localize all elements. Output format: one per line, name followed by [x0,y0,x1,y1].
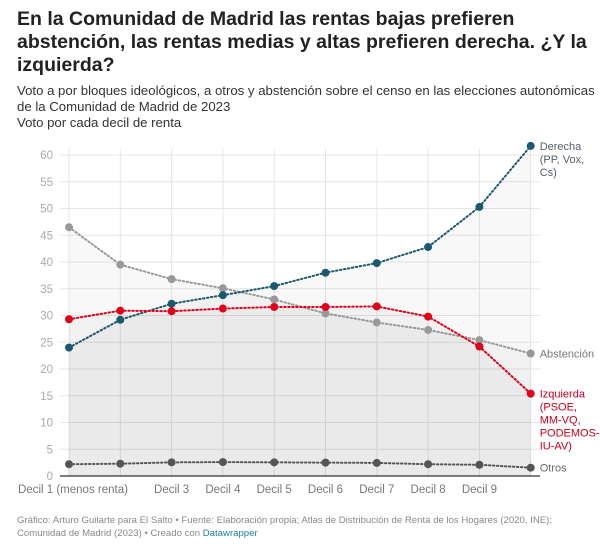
series-points [65,141,535,472]
point-abstención [475,336,484,345]
point-izquierda [218,304,227,313]
footer-credit: Gráfico: Arturo Guilarte para El Salto •… [17,515,553,539]
chart-subtitle: Voto a por bloques ideológicos, a otros … [17,83,597,131]
point-izquierda [372,302,381,311]
point-izquierda [167,307,176,316]
point-izquierda [65,315,73,324]
point-otros [270,458,279,467]
line-otros [68,461,532,469]
point-abstención [270,295,279,304]
x-tick-label: Decil 5 [257,484,292,496]
point-abstención [526,349,535,358]
x-axis-ticks: Decil 1 (menos renta) Decil 3 Decil 4 Decil… [18,484,497,496]
point-abstención [424,325,433,334]
point-derecha [475,202,484,211]
y-tick-label: 40 [40,257,53,269]
point-izquierda [526,389,535,398]
y-tick-label: 45 [40,230,53,242]
point-derecha [270,282,279,291]
series-label-otros: Otros [540,463,567,475]
x-tick-label: Decil 4 [205,484,241,496]
x-tick-label: Decil 8 [411,484,446,496]
point-otros [116,459,125,468]
point-izquierda [475,342,484,351]
point-derecha [65,343,73,352]
point-otros [372,458,381,467]
series-label-line: Cs) [540,167,557,179]
point-derecha [526,141,535,150]
y-tick-label: 50 [40,204,53,216]
point-abstención [218,284,227,293]
series-label-izquierda: Izquierda (PSOE, MM-VQ, PODEMOS-IU-AV) [540,389,600,453]
point-otros [475,460,484,469]
y-axis-ticks: 0 5 10 15 20 25 30 35 40 45 50 55 60 [40,150,53,483]
x-tick-label: Decil 9 [462,484,497,496]
point-otros [167,458,176,467]
line-izquierda [68,305,532,395]
series-label-line: Otros [540,463,567,475]
x-tick-label: Decil 1 (menos renta) [18,484,128,496]
series-label-line: (PP, Vox, [540,154,584,166]
y-tick-label: 25 [40,337,53,349]
point-derecha [424,243,433,252]
point-otros [218,458,227,467]
subtitle-description: Voto a por bloques ideológicos, a otros … [17,83,595,114]
y-tick-label: 20 [40,364,53,376]
point-otros [526,463,535,472]
chart-footer: Gráfico: Arturo Guilarte para El Salto •… [17,515,597,540]
series-label-line: (PSOE, [540,402,577,414]
series-label-line: Izquierda [540,389,586,401]
chart-title: En la Comunidad de Madrid las rentas baj… [17,8,587,76]
series-label-derecha: Derecha (PP, Vox, Cs) [540,141,584,179]
point-izquierda [270,302,279,311]
point-izquierda [116,306,125,315]
point-izquierda [424,312,433,321]
point-otros [424,460,433,469]
series-lines [68,144,532,469]
x-tick-label: Decil 3 [154,484,189,496]
y-tick-label: 5 [47,444,53,456]
point-derecha [116,315,125,324]
datawrapper-link[interactable]: Datawrapper [202,527,258,539]
point-abstención [167,275,176,284]
point-derecha [372,259,381,268]
y-tick-label: 35 [40,284,53,296]
point-otros [321,458,330,467]
point-derecha [218,291,227,300]
y-tick-label: 10 [40,418,53,430]
y-tick-label: 15 [40,391,53,403]
point-abstención [116,260,125,269]
x-tick-label: Decil 6 [308,484,343,496]
point-derecha [167,299,176,308]
subtitle-note: Voto por cada decil de renta [17,115,182,130]
series-label-line: Derecha [540,141,582,153]
point-abstención [321,309,330,318]
y-tick-label: 30 [40,311,53,323]
point-abstención [65,223,73,232]
series-label-abstención: Abstención [540,348,594,360]
point-derecha [321,268,330,277]
series-label-line: IU-AV) [540,441,572,453]
series-label-line: PODEMOS- [540,428,600,440]
line-chart: 0 5 10 15 20 25 30 35 40 45 50 55 60 Decil 1 (menos … [18,141,600,496]
y-tick-label: 55 [40,177,53,189]
series-label-line: MM-VQ, [540,415,581,427]
point-izquierda [321,302,330,311]
y-tick-label: 0 [47,471,53,483]
y-tick-label: 60 [40,150,53,162]
point-otros [65,460,73,469]
x-tick-label: Decil 7 [359,484,394,496]
point-abstención [372,318,381,327]
series-label-line: Abstención [540,348,594,360]
